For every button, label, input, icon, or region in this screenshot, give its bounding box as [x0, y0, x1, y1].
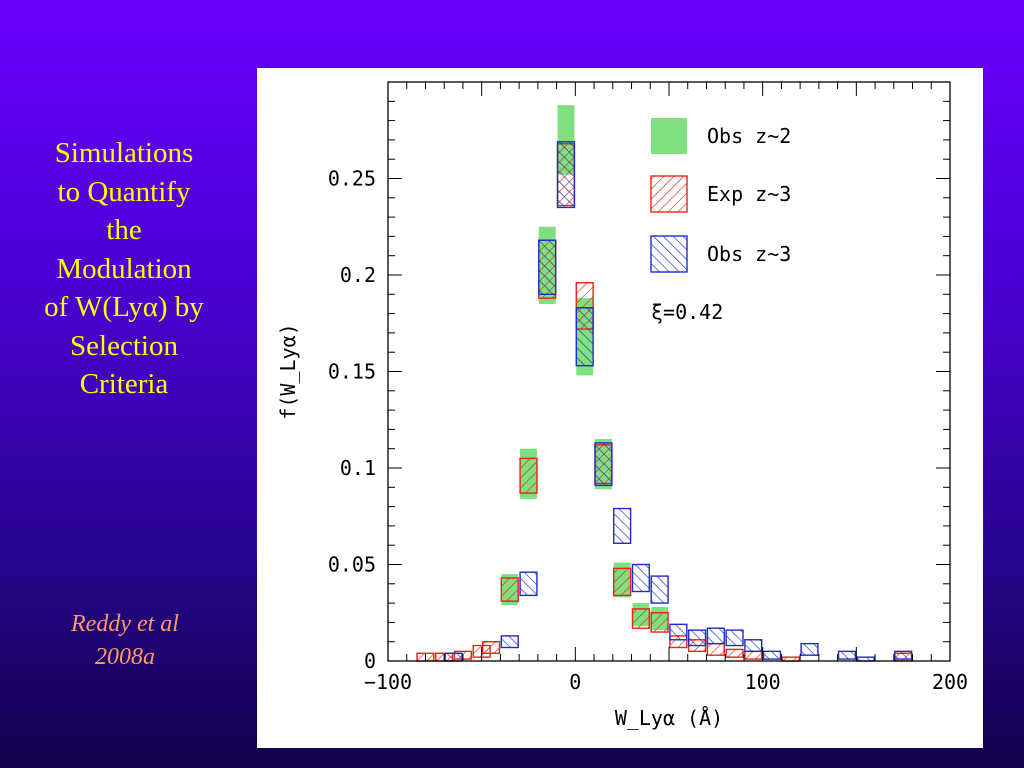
slide-title-line: Criteria	[79, 368, 169, 400]
plot-border	[387, 81, 951, 662]
data-box	[650, 612, 669, 633]
slide-title-line: Simulations	[54, 137, 194, 169]
data-box	[500, 635, 519, 649]
slide-title-line: Modulation	[56, 252, 192, 285]
data-box	[800, 642, 819, 656]
series-obs-z3	[444, 141, 913, 662]
legend-label-exp-z3: Exp z~3	[707, 182, 791, 206]
data-box	[538, 239, 557, 295]
data-box	[725, 629, 744, 647]
y-tick-label: 0.15	[328, 360, 376, 384]
data-box	[725, 648, 744, 658]
data-box	[556, 141, 576, 209]
data-box	[613, 567, 632, 597]
data-box	[687, 629, 707, 647]
y-tick-label: 0	[364, 649, 376, 673]
y-tick-label: 0.1	[340, 456, 376, 480]
data-box	[894, 650, 913, 660]
x-tick-label: 100	[745, 670, 781, 694]
citation-line: 2008a	[95, 644, 155, 670]
data-box	[594, 442, 613, 487]
data-box	[500, 577, 519, 602]
citation-line: Reddy et al	[71, 611, 179, 637]
slide-citation: Reddy et al 2008a	[20, 608, 230, 674]
data-box	[575, 307, 594, 367]
legend-swatch-obs-z2	[651, 118, 687, 154]
data-box	[650, 575, 669, 604]
series-obs-z2	[501, 105, 669, 631]
y-tick-label: 0.05	[328, 553, 376, 577]
xi-annotation: ξ=0.42	[651, 300, 723, 324]
slide-title-line: of W(Lyα) by	[44, 291, 204, 323]
slide-title-line: the	[106, 214, 142, 246]
data-box	[444, 652, 463, 662]
x-tick-label: −100	[364, 670, 412, 694]
legend: Obs z~2 Exp z~3 Obs z~3	[650, 118, 791, 273]
data-box	[744, 639, 763, 653]
x-tick-label: 0	[569, 670, 581, 694]
data-box	[631, 563, 651, 593]
legend-label-obs-z3: Obs z~3	[707, 242, 791, 266]
chart-panel: −100 0 100 200 0 0.05 0.1 0.15 0.2 0.25 Obs z~2 E…	[257, 68, 983, 748]
data-box	[837, 650, 857, 660]
plot-frame	[387, 81, 951, 662]
x-tick-label: 200	[932, 670, 968, 694]
data-box	[631, 608, 651, 629]
y-tick-label: 0.2	[340, 263, 376, 287]
data-box	[762, 650, 782, 660]
slide-title-line: to Quantify	[57, 175, 191, 208]
data-box	[519, 571, 538, 597]
data-box	[613, 507, 632, 544]
y-tick-label: 0.25	[328, 167, 376, 191]
data-box	[481, 641, 501, 654]
data-box	[669, 623, 688, 641]
legend-swatch-obs-z3	[650, 235, 688, 273]
slide-title: Simulations to Quantify the Modulation o…	[6, 134, 242, 404]
x-axis-label: W_Lyα (Å)	[615, 706, 723, 730]
legend-label-obs-z2: Obs z~2	[707, 124, 791, 148]
data-box	[706, 627, 725, 645]
y-axis-label: f(W_Lyα)	[276, 323, 300, 419]
legend-swatch-exp-z3	[650, 175, 688, 213]
data-box	[744, 650, 763, 660]
data-box	[706, 642, 725, 656]
slide-title-line: Selection	[70, 329, 178, 362]
data-box	[519, 457, 538, 494]
